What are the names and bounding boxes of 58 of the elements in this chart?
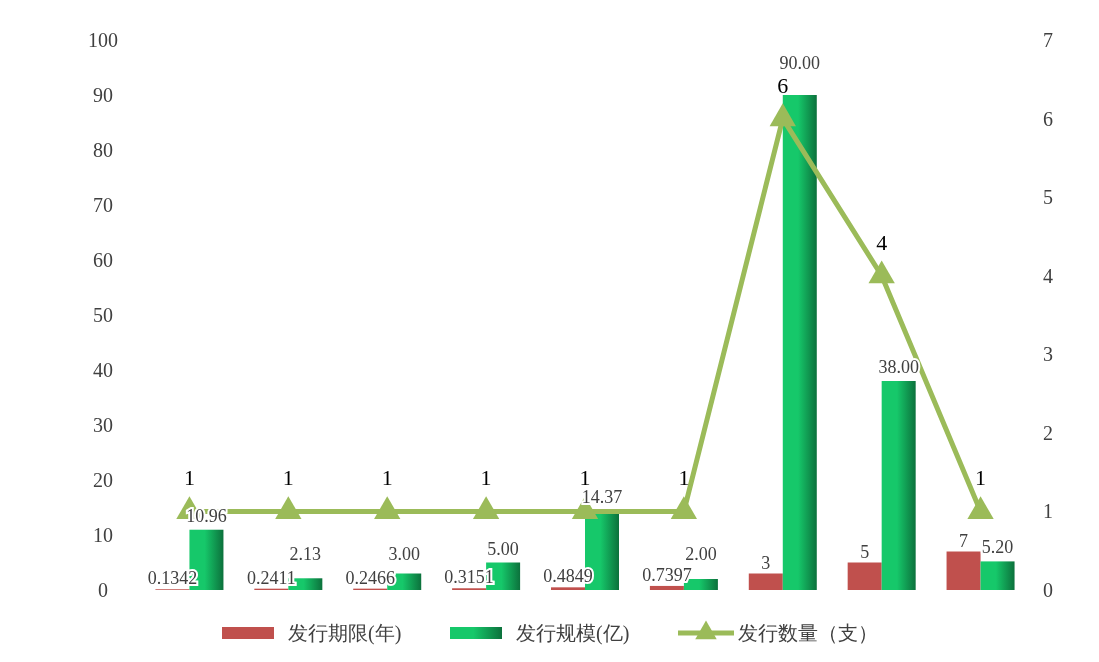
data-label: 1 (678, 465, 690, 491)
y-tick-label: 10 (93, 524, 113, 546)
y2-tick-label: 7 (1043, 29, 1053, 51)
y-tick-label: 40 (93, 359, 113, 381)
data-label: 0.7397 (642, 564, 692, 585)
legend-label: 发行数量（支） (738, 622, 878, 644)
data-label: 0.2411 (246, 567, 296, 588)
bar (551, 587, 585, 590)
y-tick-label: 70 (93, 194, 113, 216)
bar (847, 562, 882, 590)
data-label: 7 (959, 530, 969, 551)
bar (748, 573, 783, 590)
y-tick-label: 30 (93, 414, 113, 436)
data-label: 1 (480, 465, 492, 491)
y2-tick-label: 6 (1043, 107, 1053, 130)
data-label: 5 (860, 541, 870, 562)
data-label: 3 (761, 552, 771, 573)
data-label: 3.00 (388, 544, 420, 564)
y2-tick-label: 3 (1043, 343, 1053, 366)
y2-tick-label: 0 (1043, 579, 1053, 601)
data-label: 6 (777, 72, 789, 98)
y-tick-label: 80 (93, 139, 113, 161)
y-tick-label: 90 (93, 84, 113, 106)
bar (782, 95, 817, 590)
y-tick-label: 50 (93, 304, 113, 326)
legend-label: 发行期限(年) (288, 622, 402, 645)
legend-label: 发行规模(亿) (516, 622, 630, 645)
data-label: 38.00 (878, 357, 919, 377)
data-label: 2.13 (289, 544, 322, 564)
point (670, 496, 698, 520)
data-label: 1 (975, 465, 987, 491)
bar (683, 579, 718, 590)
y-tick-label: 100 (88, 29, 118, 51)
point (472, 496, 500, 520)
data-label: 90.00 (779, 52, 821, 73)
data-label: 1 (381, 465, 393, 491)
y-tick-label: 0 (98, 579, 108, 601)
bar (980, 561, 1015, 590)
data-label: 1 (282, 465, 294, 491)
y2-tick-label: 5 (1043, 186, 1053, 209)
point (868, 260, 895, 284)
bar (649, 585, 684, 590)
y-tick-label: 60 (93, 249, 113, 271)
point (275, 496, 302, 520)
y-tick-label: 20 (93, 469, 113, 491)
point (967, 496, 994, 520)
y2-tick-label: 1 (1043, 500, 1053, 523)
data-label: 4 (876, 229, 888, 255)
point (374, 496, 401, 520)
data-label: 5.00 (487, 538, 519, 559)
y2-tick-label: 4 (1043, 264, 1053, 287)
data-label: 5.20 (981, 537, 1014, 558)
bar (946, 551, 981, 590)
data-label: 1 (183, 465, 195, 491)
bar (881, 381, 916, 590)
data-label: 2.00 (685, 544, 717, 564)
y2-tick-label: 2 (1043, 421, 1053, 444)
point (769, 103, 796, 127)
